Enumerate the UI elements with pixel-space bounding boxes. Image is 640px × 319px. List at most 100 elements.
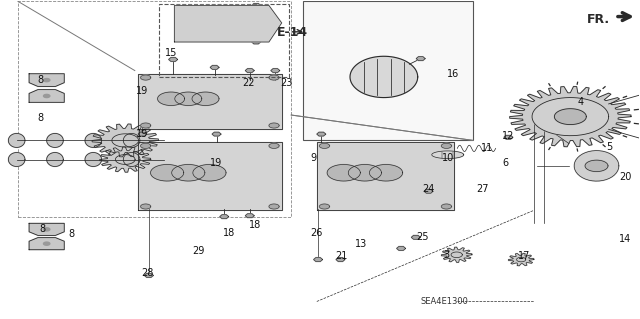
Polygon shape — [100, 147, 151, 172]
Text: 25: 25 — [416, 232, 428, 242]
Polygon shape — [412, 235, 420, 239]
Text: 11: 11 — [481, 143, 493, 153]
Polygon shape — [29, 90, 64, 102]
Polygon shape — [252, 40, 260, 44]
Text: 22: 22 — [242, 78, 255, 88]
Polygon shape — [141, 75, 151, 80]
Polygon shape — [92, 124, 159, 157]
Polygon shape — [271, 69, 280, 72]
Text: 28: 28 — [141, 268, 154, 278]
Text: 8: 8 — [38, 75, 44, 85]
Text: SEA4E1300: SEA4E1300 — [420, 297, 468, 306]
Polygon shape — [44, 94, 50, 98]
Polygon shape — [175, 92, 202, 106]
Text: 8: 8 — [38, 113, 44, 123]
Polygon shape — [509, 86, 631, 147]
Polygon shape — [85, 152, 102, 167]
Polygon shape — [319, 204, 330, 209]
Text: 15: 15 — [165, 48, 177, 58]
Polygon shape — [145, 273, 154, 277]
Polygon shape — [397, 247, 406, 250]
Polygon shape — [327, 165, 360, 181]
Polygon shape — [442, 204, 452, 209]
Polygon shape — [47, 133, 63, 147]
Text: 19: 19 — [136, 129, 148, 139]
Text: 19: 19 — [211, 158, 223, 168]
Polygon shape — [442, 143, 452, 148]
Polygon shape — [44, 242, 50, 245]
Polygon shape — [169, 57, 177, 61]
Polygon shape — [269, 204, 279, 209]
Polygon shape — [350, 56, 418, 98]
Polygon shape — [245, 69, 254, 72]
Text: 21: 21 — [335, 251, 348, 261]
Text: 24: 24 — [422, 184, 435, 194]
Polygon shape — [150, 165, 184, 181]
Polygon shape — [8, 133, 25, 147]
Text: 18: 18 — [223, 227, 235, 238]
Text: 3: 3 — [444, 250, 449, 260]
Polygon shape — [319, 143, 330, 148]
Text: 20: 20 — [619, 172, 632, 182]
Polygon shape — [138, 74, 282, 129]
Bar — [159, 4, 289, 77]
Polygon shape — [192, 92, 219, 106]
Polygon shape — [210, 65, 219, 69]
Polygon shape — [124, 133, 140, 147]
Text: 5: 5 — [606, 142, 612, 152]
Text: 8: 8 — [39, 224, 45, 234]
Polygon shape — [348, 165, 381, 181]
Text: 13: 13 — [355, 239, 367, 249]
Text: 9: 9 — [310, 153, 317, 163]
Polygon shape — [141, 204, 151, 209]
Polygon shape — [269, 75, 279, 80]
Text: E-14: E-14 — [276, 26, 308, 39]
Polygon shape — [314, 258, 323, 262]
Polygon shape — [141, 123, 151, 128]
Polygon shape — [141, 143, 151, 148]
Polygon shape — [574, 151, 619, 181]
Polygon shape — [508, 253, 534, 266]
Polygon shape — [532, 98, 609, 136]
Polygon shape — [44, 228, 50, 231]
Polygon shape — [172, 165, 205, 181]
Polygon shape — [504, 135, 513, 139]
Polygon shape — [245, 214, 254, 218]
Polygon shape — [29, 223, 64, 235]
Text: 17: 17 — [518, 251, 531, 261]
Polygon shape — [416, 57, 425, 61]
Polygon shape — [47, 152, 63, 167]
Polygon shape — [585, 160, 608, 172]
Polygon shape — [317, 132, 326, 136]
Text: 27: 27 — [477, 184, 489, 194]
Polygon shape — [138, 142, 282, 210]
Text: 23: 23 — [280, 78, 292, 88]
Polygon shape — [269, 143, 279, 148]
Bar — [303, 1, 473, 140]
Polygon shape — [336, 258, 345, 262]
Polygon shape — [44, 78, 50, 82]
Polygon shape — [29, 74, 64, 86]
Polygon shape — [442, 247, 472, 263]
Polygon shape — [212, 132, 221, 136]
Polygon shape — [252, 4, 260, 7]
Text: 6: 6 — [502, 158, 508, 168]
Text: 10: 10 — [442, 153, 454, 163]
Polygon shape — [220, 215, 228, 219]
Polygon shape — [554, 109, 586, 124]
Polygon shape — [369, 165, 403, 181]
Polygon shape — [174, 5, 282, 42]
Text: 29: 29 — [193, 246, 205, 256]
Polygon shape — [8, 152, 25, 167]
Polygon shape — [124, 152, 140, 167]
Polygon shape — [29, 238, 64, 250]
Text: 26: 26 — [310, 228, 323, 238]
Polygon shape — [138, 132, 147, 136]
Text: 18: 18 — [249, 219, 261, 230]
Polygon shape — [85, 133, 102, 147]
Text: 4: 4 — [577, 97, 584, 107]
Polygon shape — [193, 165, 226, 181]
Text: 16: 16 — [447, 69, 459, 79]
Text: 19: 19 — [136, 86, 148, 96]
Polygon shape — [432, 151, 464, 159]
